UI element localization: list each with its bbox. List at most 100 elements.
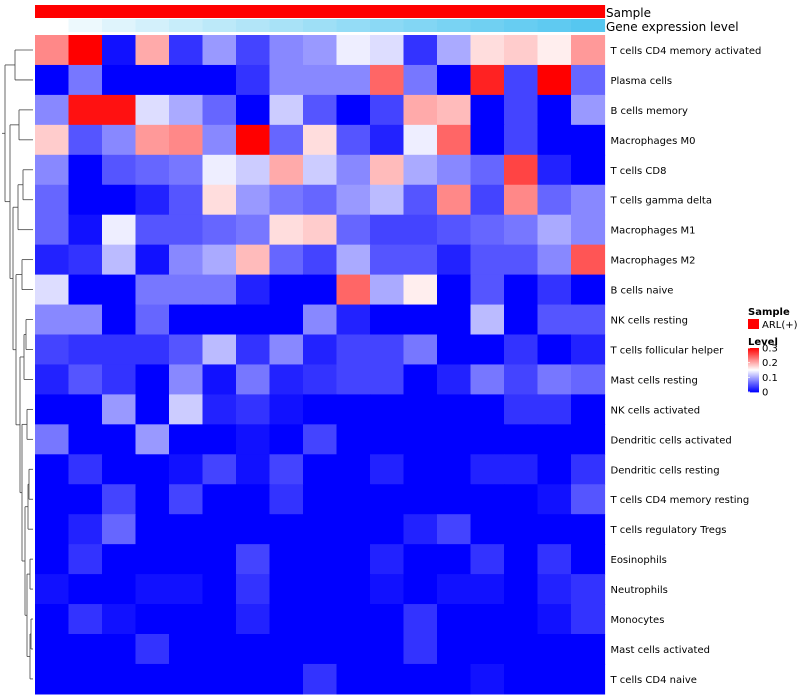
heatmap-cell <box>336 35 371 66</box>
heatmap-cell <box>35 484 70 515</box>
heatmap-cell <box>437 454 472 485</box>
heatmap-cell <box>135 663 170 695</box>
heatmap-cell <box>571 94 606 126</box>
legend-gradient-step <box>748 357 759 360</box>
row-label: Macrophages M2 <box>611 256 696 267</box>
heatmap-cell <box>303 214 338 246</box>
heatmap-cell <box>403 424 438 455</box>
heatmap-cell <box>437 334 472 366</box>
heatmap-cell <box>68 334 103 366</box>
heatmap-cell <box>370 244 405 276</box>
heatmap-cell <box>169 304 204 336</box>
legend-gradient-step <box>748 352 759 354</box>
legend-level-title: Level <box>748 337 778 348</box>
heatmap-cell <box>269 64 304 96</box>
heatmap-cell <box>470 35 505 66</box>
legend-gradient-step <box>748 362 759 364</box>
heatmap-cell <box>403 334 438 366</box>
legend-tick-label: 0.2 <box>762 358 778 369</box>
heatmap-cell <box>537 454 572 485</box>
heatmap-cell <box>504 634 539 665</box>
heatmap-cell <box>102 544 137 575</box>
legend-sample-entry: ARL(+) <box>762 320 798 331</box>
heatmap-cell <box>403 663 438 695</box>
heatmap-cell <box>537 364 572 395</box>
heatmap-cell <box>35 64 70 96</box>
heatmap-cell <box>504 94 539 126</box>
heatmap-cell <box>102 35 137 66</box>
expression-annotation-cell <box>35 19 70 32</box>
heatmap-cell <box>303 424 338 455</box>
heatmap-cell <box>303 244 338 276</box>
heatmap-cell <box>169 214 204 246</box>
expression-annotation-cell <box>437 19 472 32</box>
row-label: T cells regulatory Tregs <box>610 525 727 536</box>
heatmap-cell <box>303 304 338 336</box>
heatmap-cell <box>537 274 572 306</box>
heatmap-cell <box>571 454 606 485</box>
heatmap-cell <box>303 274 338 306</box>
heatmap-cell <box>437 274 472 306</box>
heatmap-cell <box>336 64 371 96</box>
heatmap-cell <box>504 244 539 276</box>
heatmap-cell <box>537 184 572 216</box>
heatmap-cell <box>370 184 405 216</box>
heatmap-cell <box>202 604 237 635</box>
heatmap-cell <box>470 484 505 515</box>
heatmap-cell <box>236 634 271 665</box>
expression-annotation-cell <box>135 19 170 32</box>
row-label: Mast cells resting <box>611 375 698 386</box>
heatmap-cell <box>102 274 137 306</box>
heatmap-cell <box>537 304 572 336</box>
heatmap-cell <box>336 94 371 126</box>
heatmap-cell <box>68 604 103 635</box>
heatmap-cell <box>336 544 371 575</box>
heatmap-cell <box>202 454 237 485</box>
heatmap-cell <box>68 484 103 515</box>
heatmap-cell <box>236 394 271 425</box>
heatmap-cell <box>169 424 204 455</box>
heatmap-cell <box>303 364 338 395</box>
heatmap-cell <box>403 274 438 306</box>
heatmap-cell <box>470 634 505 665</box>
heatmap-cell <box>403 454 438 485</box>
heatmap-cell <box>135 124 170 156</box>
heatmap-cell <box>68 394 103 425</box>
heatmap-cell <box>35 454 70 485</box>
legend-gradient-step <box>748 353 759 355</box>
heatmap-cell <box>68 424 103 455</box>
heatmap-cell <box>303 35 338 66</box>
heatmap-cell <box>403 184 438 216</box>
row-label: Mast cells activated <box>611 645 710 656</box>
heatmap-cell <box>169 334 204 366</box>
heatmap-cell <box>303 634 338 665</box>
heatmap-cell <box>35 214 70 246</box>
heatmap-cell <box>470 574 505 605</box>
legend-gradient-step <box>748 386 759 388</box>
sample-annotation-cell <box>537 5 572 18</box>
legend: Sample ARL(+) Level 0.3 0.2 0.1 0 <box>748 307 798 399</box>
heatmap-cell <box>504 394 539 425</box>
heatmap-cell <box>169 154 204 186</box>
heatmap-cell <box>470 214 505 246</box>
heatmap-cell <box>202 304 237 336</box>
heatmap-cell <box>437 544 472 575</box>
row-label: T cells CD4 naive <box>610 675 697 686</box>
heatmap-cell <box>537 124 572 156</box>
expression-annotation-cell <box>537 19 572 32</box>
heatmap-cell <box>537 214 572 246</box>
heatmap-cell <box>202 544 237 575</box>
sample-annotation-cell <box>68 5 103 18</box>
heatmap-cell <box>35 424 70 455</box>
heatmap-cell <box>336 574 371 605</box>
heatmap-cell <box>336 634 371 665</box>
heatmap-cell <box>269 663 304 695</box>
sample-annotation-cell <box>571 5 606 18</box>
sample-annotation-cell <box>269 5 304 18</box>
legend-gradient-step <box>748 373 759 375</box>
expression-annotation-cell <box>68 19 103 32</box>
heatmap-cell <box>470 94 505 126</box>
heatmap-cell <box>437 35 472 66</box>
heatmap-cell <box>437 64 472 96</box>
heatmap-cell <box>537 94 572 126</box>
